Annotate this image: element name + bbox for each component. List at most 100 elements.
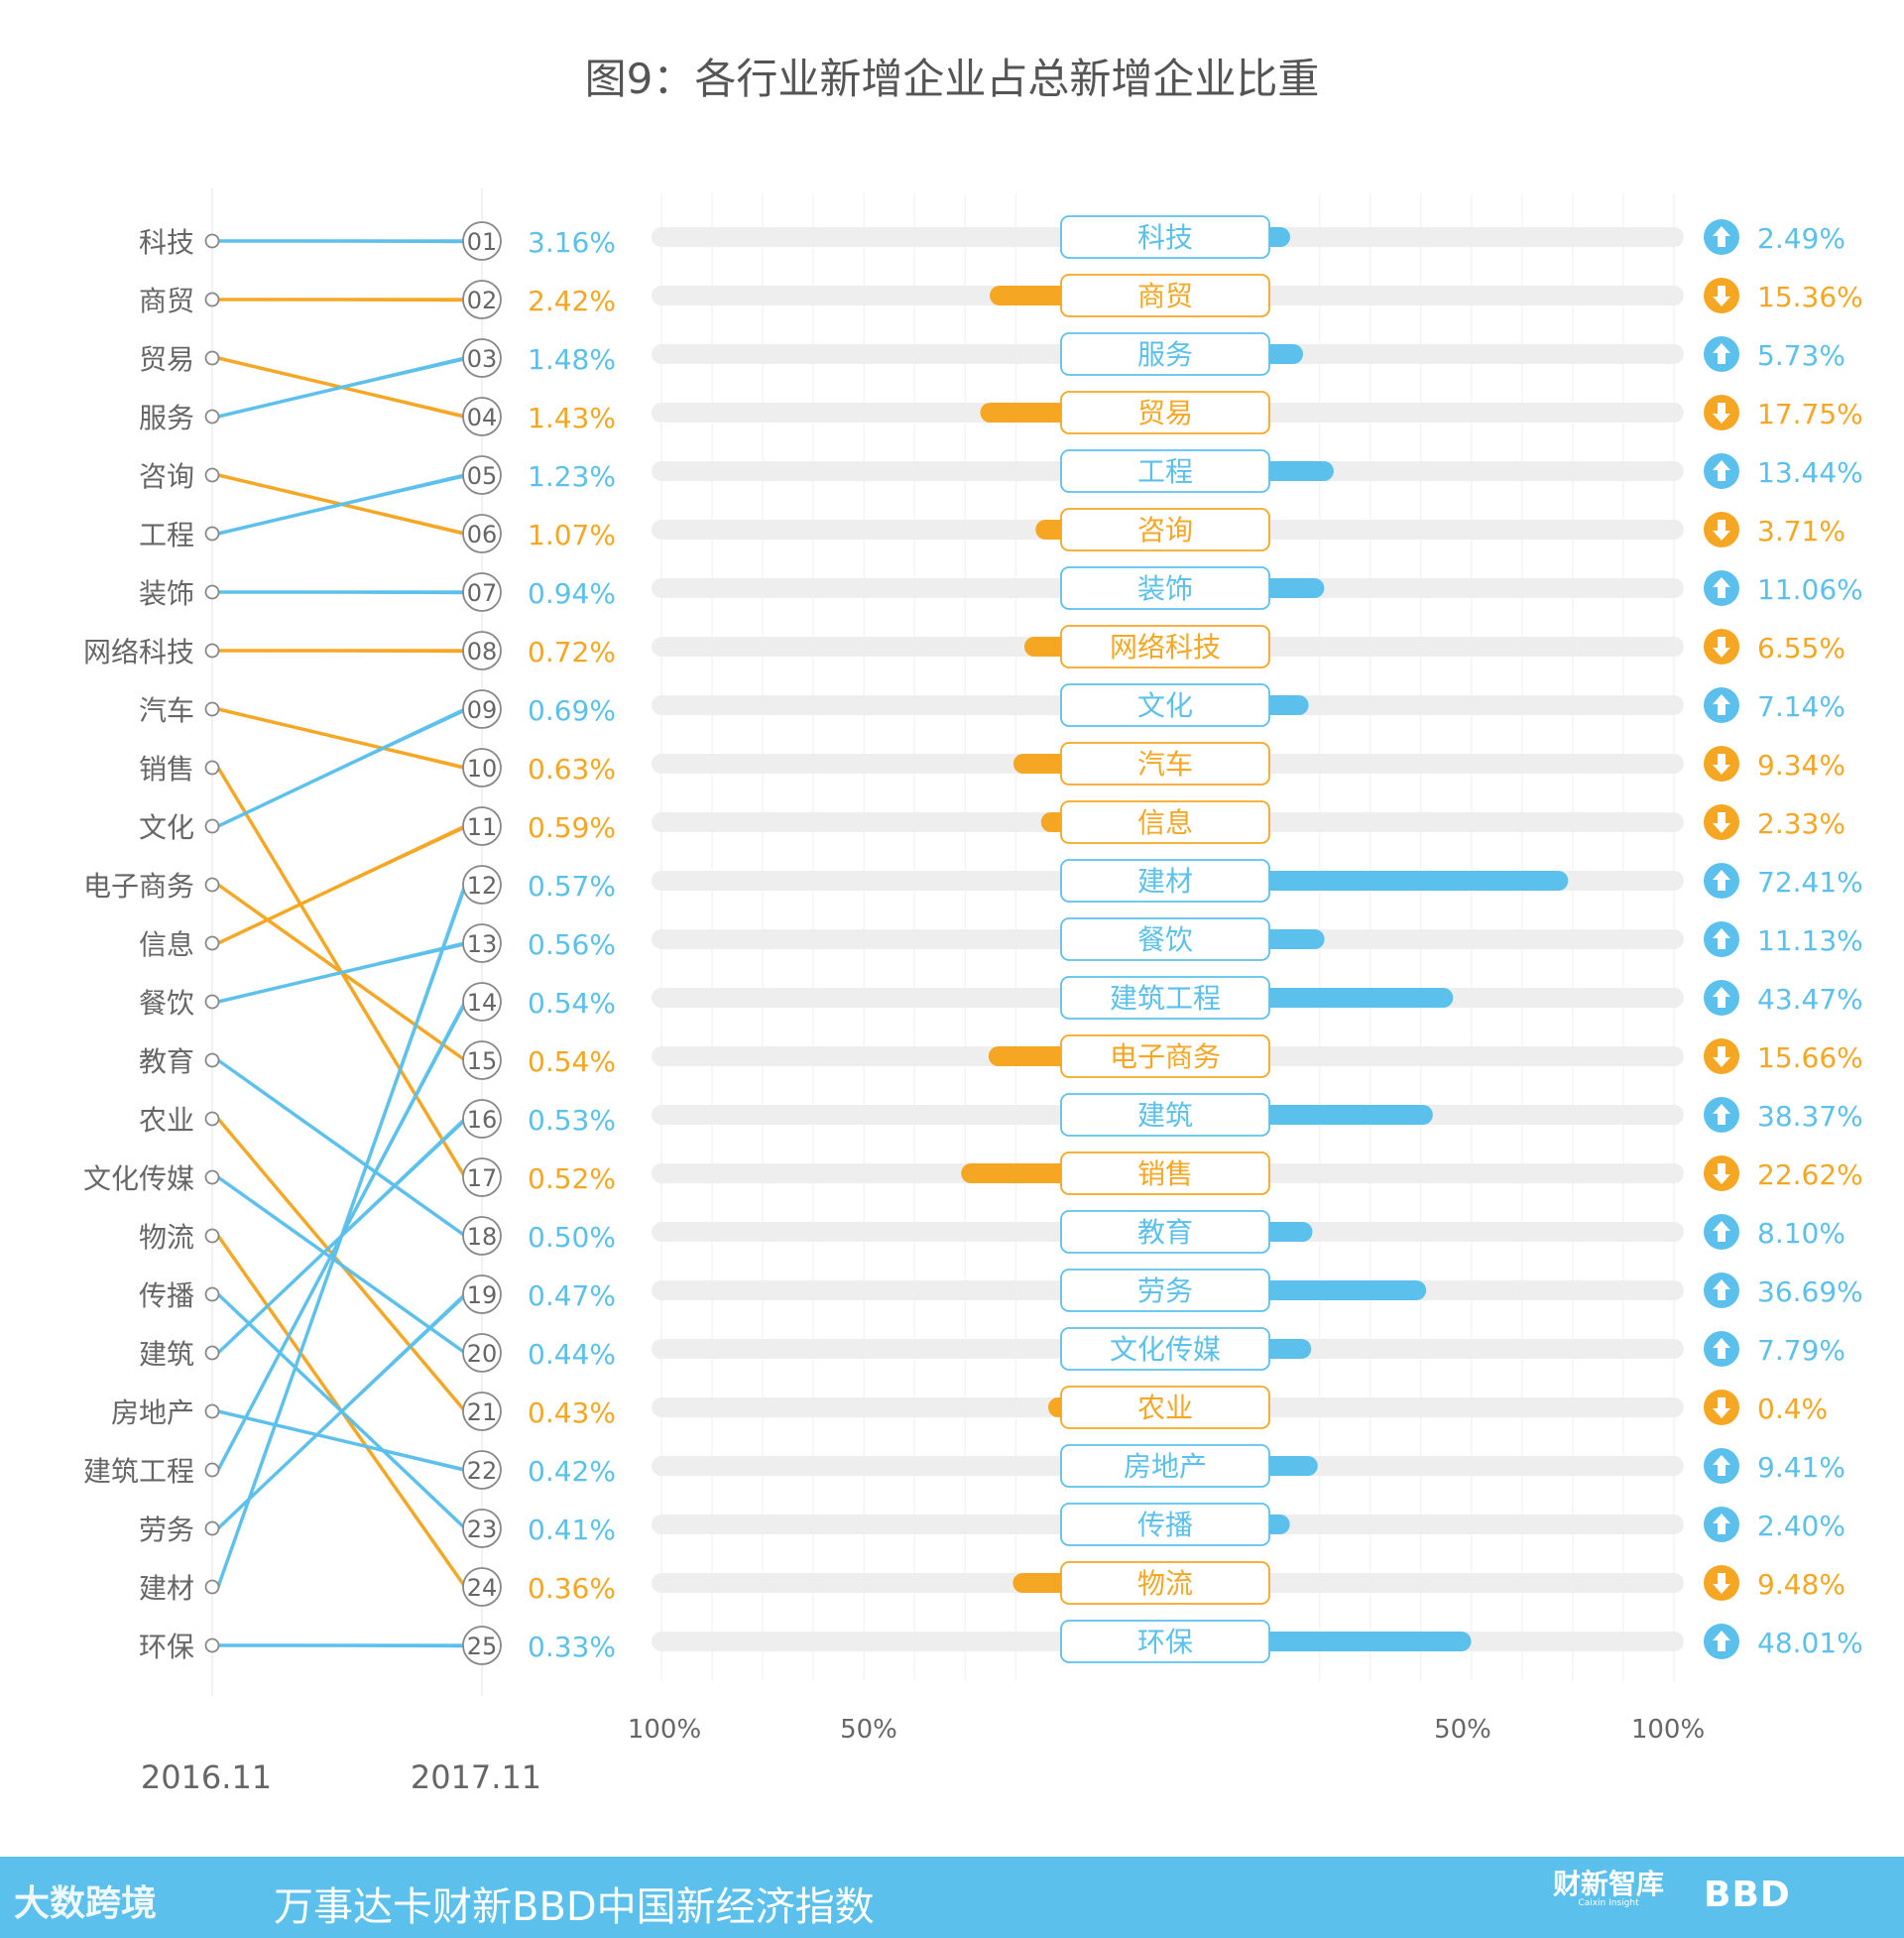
rank-number: 17 bbox=[467, 1164, 498, 1192]
axis-tick-label: 100% bbox=[1631, 1715, 1705, 1745]
left-dot bbox=[204, 877, 220, 893]
left-category-label: 文化传媒 bbox=[83, 1162, 194, 1195]
footer-title: 万事达卡财新BBD中国新经济指数 bbox=[274, 1884, 875, 1930]
bar-category-label: 工程 bbox=[1137, 455, 1193, 488]
slope-line-文化 bbox=[216, 707, 467, 828]
rank-circle bbox=[462, 1274, 502, 1314]
left-category-label: 销售 bbox=[139, 753, 194, 786]
category-box bbox=[1060, 215, 1270, 259]
left-category-label: 传播 bbox=[139, 1279, 194, 1312]
change-value: 2.40% bbox=[1757, 1510, 1845, 1542]
slope-line-房地产 bbox=[216, 1409, 467, 1472]
slope-line-餐饮 bbox=[216, 941, 467, 1004]
rank-circle bbox=[462, 1099, 502, 1139]
bar-category-label: 环保 bbox=[1137, 1626, 1193, 1658]
rank-number: 08 bbox=[467, 638, 498, 666]
change-value: 8.10% bbox=[1757, 1217, 1845, 1250]
left-dot bbox=[204, 1345, 220, 1361]
left-category-label: 物流 bbox=[139, 1221, 194, 1254]
rank-circle bbox=[462, 397, 502, 436]
chart-title: 图9：各行业新增企业占总新增企业比重 bbox=[585, 55, 1320, 103]
up-arrow-glyph bbox=[1713, 1221, 1730, 1242]
share-value: 0.69% bbox=[528, 694, 616, 727]
change-value: 22.62% bbox=[1757, 1158, 1863, 1191]
slope-right-year-label: 2017.11 bbox=[411, 1758, 541, 1796]
rank-circle bbox=[462, 982, 502, 1022]
change-value: 72.41% bbox=[1757, 866, 1863, 899]
left-category-label: 网络科技 bbox=[83, 636, 194, 668]
left-category-label: 汽车 bbox=[139, 694, 194, 727]
left-category-label: 商贸 bbox=[139, 285, 194, 317]
left-dot bbox=[204, 409, 220, 424]
rank-number: 03 bbox=[467, 345, 498, 373]
caixin-logo-subtext: Caixin Insight bbox=[1578, 1898, 1639, 1908]
rank-number: 12 bbox=[467, 872, 498, 900]
caixin-logo-text: 财新智库 bbox=[1553, 1868, 1665, 1900]
bar-category-label: 电子商务 bbox=[1110, 1040, 1221, 1073]
left-category-label: 电子商务 bbox=[83, 870, 194, 903]
left-dot bbox=[204, 292, 220, 307]
rank-number: 06 bbox=[467, 521, 498, 548]
left-category-label: 咨询 bbox=[139, 460, 194, 493]
change-value: 9.34% bbox=[1757, 749, 1845, 782]
rank-circle bbox=[462, 806, 502, 846]
rank-circle bbox=[462, 1567, 502, 1607]
slope-line-文化传媒 bbox=[216, 1175, 467, 1355]
down-arrow-glyph bbox=[1713, 1573, 1730, 1594]
bar-category-label: 汽车 bbox=[1137, 748, 1193, 781]
up-arrow-glyph bbox=[1713, 343, 1730, 364]
bar-category-label: 服务 bbox=[1137, 338, 1193, 371]
change-value: 36.69% bbox=[1757, 1275, 1863, 1308]
down-arrow-glyph bbox=[1713, 403, 1730, 424]
rank-number: 11 bbox=[467, 813, 498, 841]
change-value: 5.73% bbox=[1757, 339, 1845, 372]
bar-category-label: 传播 bbox=[1137, 1509, 1193, 1541]
rank-number: 16 bbox=[467, 1106, 498, 1134]
up-arrow-glyph bbox=[1713, 1631, 1730, 1651]
share-value: 0.36% bbox=[528, 1572, 616, 1605]
rank-circle bbox=[462, 572, 502, 612]
down-arrow-glyph bbox=[1713, 754, 1730, 775]
change-value: 17.75% bbox=[1757, 398, 1863, 430]
slope-line-服务 bbox=[216, 356, 467, 419]
rank-circle bbox=[462, 1626, 502, 1665]
change-value: 3.71% bbox=[1757, 515, 1845, 547]
change-value: 11.13% bbox=[1757, 924, 1863, 957]
left-dot bbox=[204, 1403, 220, 1419]
share-value: 3.16% bbox=[528, 226, 616, 259]
up-arrow-glyph bbox=[1713, 928, 1730, 949]
left-category-label: 建筑工程 bbox=[83, 1455, 194, 1488]
category-box bbox=[1060, 976, 1270, 1020]
rank-number: 05 bbox=[467, 462, 498, 490]
rank-number: 04 bbox=[467, 404, 498, 431]
left-category-label: 劳务 bbox=[139, 1514, 194, 1546]
share-value: 0.54% bbox=[528, 987, 616, 1020]
bar-category-label: 建筑 bbox=[1137, 1099, 1193, 1132]
slope-line-工程 bbox=[216, 473, 467, 536]
slope-line-教育 bbox=[216, 1058, 467, 1238]
left-category-label: 贸易 bbox=[139, 343, 194, 376]
category-box bbox=[1060, 683, 1270, 727]
rank-number: 23 bbox=[467, 1515, 498, 1543]
left-dot bbox=[204, 1111, 220, 1127]
left-category-label: 文化 bbox=[139, 811, 194, 844]
share-value: 0.59% bbox=[528, 811, 616, 844]
left-dot bbox=[204, 467, 220, 483]
share-value: 0.94% bbox=[528, 577, 616, 610]
category-box bbox=[1060, 1561, 1270, 1605]
category-box bbox=[1060, 1444, 1270, 1488]
rank-circle bbox=[462, 1216, 502, 1256]
left-category-label: 环保 bbox=[139, 1631, 194, 1663]
left-dot bbox=[204, 1052, 220, 1068]
change-value: 15.36% bbox=[1757, 281, 1863, 313]
watermark-logo: 大数跨境 bbox=[14, 1875, 157, 1926]
down-arrow-glyph bbox=[1713, 637, 1730, 658]
down-arrow-glyph bbox=[1713, 520, 1730, 541]
rank-circle bbox=[462, 748, 502, 787]
share-value: 0.54% bbox=[528, 1045, 616, 1078]
left-dot bbox=[204, 760, 220, 776]
share-value: 0.57% bbox=[528, 870, 616, 903]
category-box bbox=[1060, 566, 1270, 610]
bar-category-label: 销售 bbox=[1137, 1157, 1193, 1190]
share-value: 1.23% bbox=[528, 460, 616, 493]
